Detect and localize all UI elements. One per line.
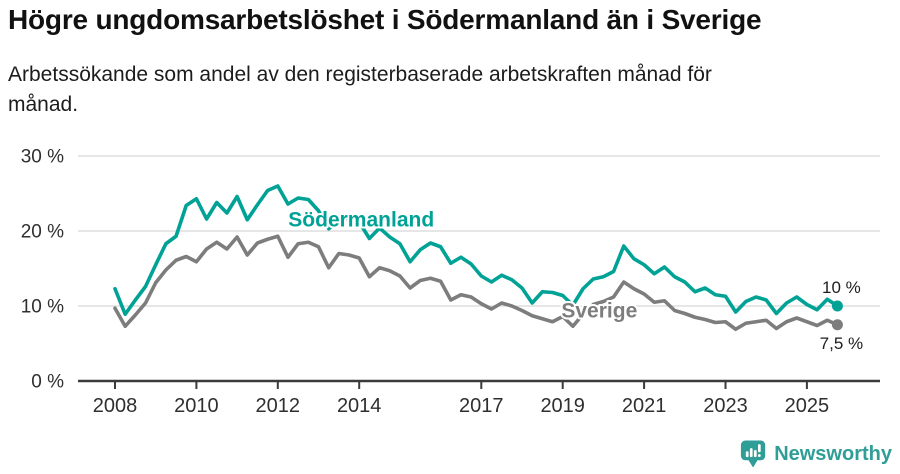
series-end-value-label-sverige: 7,5 % bbox=[820, 334, 863, 353]
series-end-value-label-sodermanland: 10 % bbox=[822, 278, 861, 297]
x-axis-tick-label: 2023 bbox=[703, 395, 748, 417]
chart-subtitle: Arbetssökande som andel av den registerb… bbox=[8, 63, 712, 116]
series-line-sverige bbox=[113, 234, 840, 332]
footer-branding: Newsworthy bbox=[740, 438, 892, 470]
x-axis-tick-label: 2017 bbox=[459, 395, 504, 417]
page-title: Högre ungdomsarbetslöshet i Södermanland… bbox=[8, 4, 762, 35]
y-axis-tick-label: 10 % bbox=[21, 297, 64, 318]
x-axis-tick-label: 2019 bbox=[540, 395, 585, 417]
series-line-sodermanland bbox=[113, 184, 840, 317]
x-axis-tick-label: 2021 bbox=[622, 395, 667, 417]
x-axis-tick-label: 2014 bbox=[337, 395, 382, 417]
series-end-dot-sverige bbox=[831, 319, 843, 331]
y-axis-tick-label: 30 % bbox=[21, 147, 64, 168]
series-name-label-sverige: Sverige bbox=[561, 299, 637, 322]
newsworthy-brand-text: Newsworthy bbox=[774, 442, 892, 465]
x-axis-tick-label: 2010 bbox=[174, 395, 219, 417]
x-axis-tick-label: 2008 bbox=[93, 395, 138, 417]
x-axis-tick-label: 2025 bbox=[785, 395, 830, 417]
series-name-label-sodermanland: Södermanland bbox=[288, 209, 434, 232]
y-axis-tick-label: 0 % bbox=[31, 372, 64, 393]
series-end-dot-sodermanland bbox=[831, 300, 843, 312]
newsworthy-logo-icon bbox=[741, 440, 766, 468]
y-axis-tick-label: 20 % bbox=[21, 222, 64, 243]
x-axis-tick-label: 2012 bbox=[256, 395, 301, 417]
